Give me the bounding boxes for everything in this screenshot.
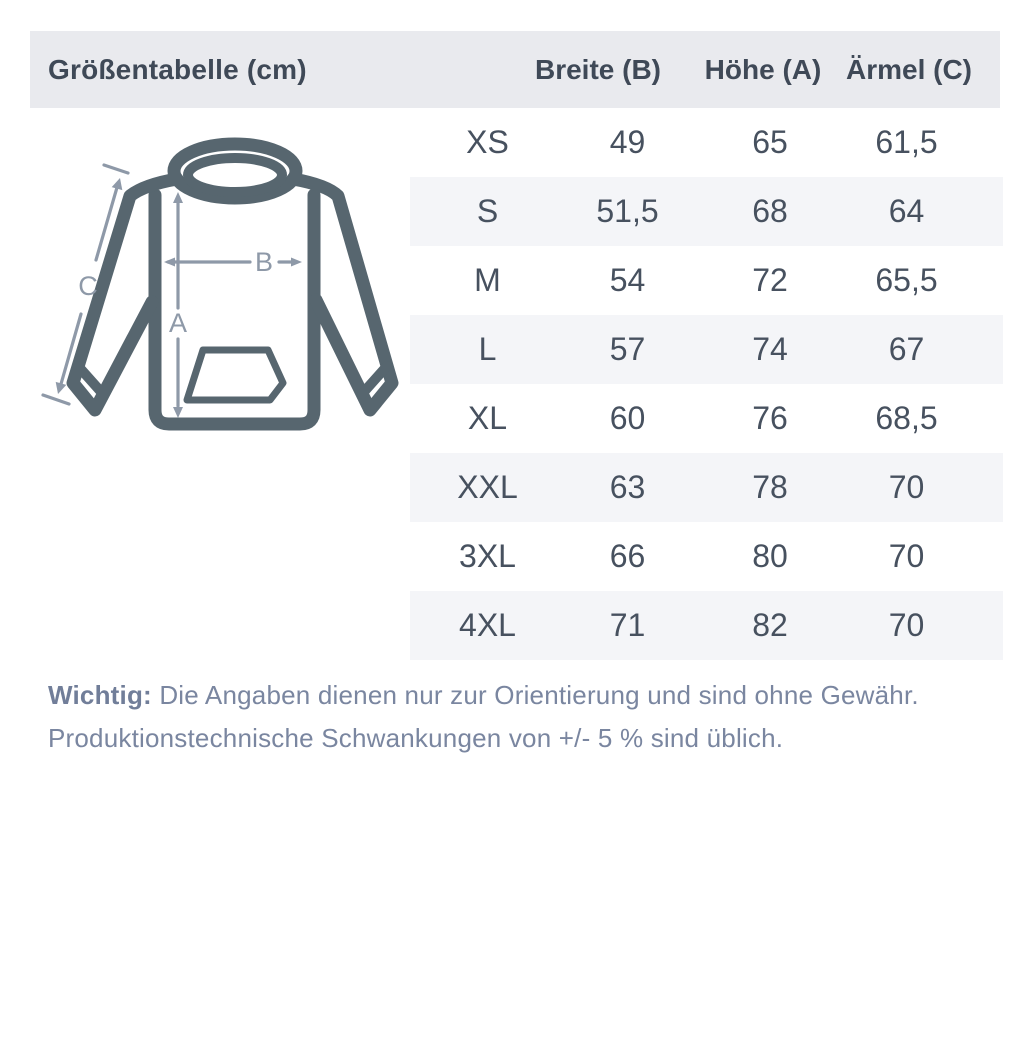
- table-row: L 57 74 67: [410, 315, 1003, 384]
- size-cell: L: [478, 331, 497, 367]
- size-table: XS 49 65 61,5 S 51,5 68 64 M 54 72 65,5 …: [410, 108, 1003, 660]
- hoehe-cell: 76: [752, 400, 788, 436]
- size-cell: M: [474, 262, 501, 298]
- breite-cell: 54: [609, 262, 646, 298]
- hoehe-cell: 72: [752, 262, 788, 298]
- table-row: M 54 72 65,5: [410, 246, 1003, 315]
- breite-cell: 49: [609, 124, 646, 160]
- column-header-breite: Breite (B): [534, 53, 662, 85]
- size-cell: 4XL: [459, 607, 516, 643]
- hoehe-cell: 68: [752, 193, 788, 229]
- disclaimer-line-1: Wichtig: Die Angaben dienen nur zur Orie…: [48, 674, 1000, 717]
- hoehe-cell: 78: [752, 469, 788, 505]
- aermel-cell: 65,5: [875, 262, 938, 298]
- breite-cell: 63: [609, 469, 646, 505]
- breite-cell: 60: [609, 400, 646, 436]
- hoehe-cell: 65: [752, 124, 788, 160]
- breite-cell: 57: [609, 331, 646, 367]
- disclaimer-text-1: Die Angaben dienen nur zur Orientierung …: [151, 680, 919, 710]
- aermel-cell: 70: [888, 607, 925, 643]
- disclaimer-line-2: Produktionstechnische Schwankungen von +…: [48, 723, 784, 753]
- size-cell: XXL: [457, 469, 518, 505]
- table-row: 4XL 71 82 70: [410, 591, 1003, 660]
- size-cell: XS: [466, 124, 509, 160]
- aermel-cell: 70: [888, 538, 925, 574]
- aermel-cell: 68,5: [875, 400, 938, 436]
- aermel-cell: 64: [888, 193, 925, 229]
- breite-cell: 71: [609, 607, 646, 643]
- measure-label-a: A: [169, 308, 187, 338]
- column-header-aermel: Ärmel (C): [845, 53, 973, 85]
- hoodie-measurement-diagram-icon: A B C: [41, 137, 399, 431]
- table-row: XL 60 76 68,5: [410, 384, 1003, 453]
- aermel-cell: 70: [888, 469, 925, 505]
- disclaimer-note: Wichtig: Die Angaben dienen nur zur Orie…: [48, 674, 1000, 760]
- page-title: Größentabelle (cm): [48, 53, 307, 85]
- size-cell: XL: [467, 400, 508, 436]
- breite-cell: 66: [609, 538, 646, 574]
- size-chart-sheet: Größentabelle (cm) Breite (B) Höhe (A) Ä…: [30, 31, 1003, 760]
- aermel-cell: 67: [888, 331, 925, 367]
- hoehe-cell: 82: [752, 607, 788, 643]
- table-row: 3XL 66 80 70: [410, 522, 1003, 591]
- breite-cell: 51,5: [596, 193, 659, 229]
- table-row: XXL 63 78 70: [410, 453, 1003, 522]
- column-header-hoehe: Höhe (A): [704, 53, 822, 85]
- hoehe-cell: 74: [752, 331, 788, 367]
- table-row: XS 49 65 61,5: [410, 108, 1003, 177]
- table-header-bar: Größentabelle (cm) Breite (B) Höhe (A) Ä…: [30, 31, 1000, 108]
- table-row: S 51,5 68 64: [410, 177, 1003, 246]
- aermel-cell: 61,5: [875, 124, 938, 160]
- size-cell: 3XL: [459, 538, 516, 574]
- hoehe-cell: 80: [752, 538, 788, 574]
- measure-label-b: B: [255, 247, 273, 277]
- size-cell: S: [476, 193, 499, 229]
- disclaimer-emphasis: Wichtig:: [48, 680, 152, 710]
- measure-label-c: C: [78, 271, 98, 301]
